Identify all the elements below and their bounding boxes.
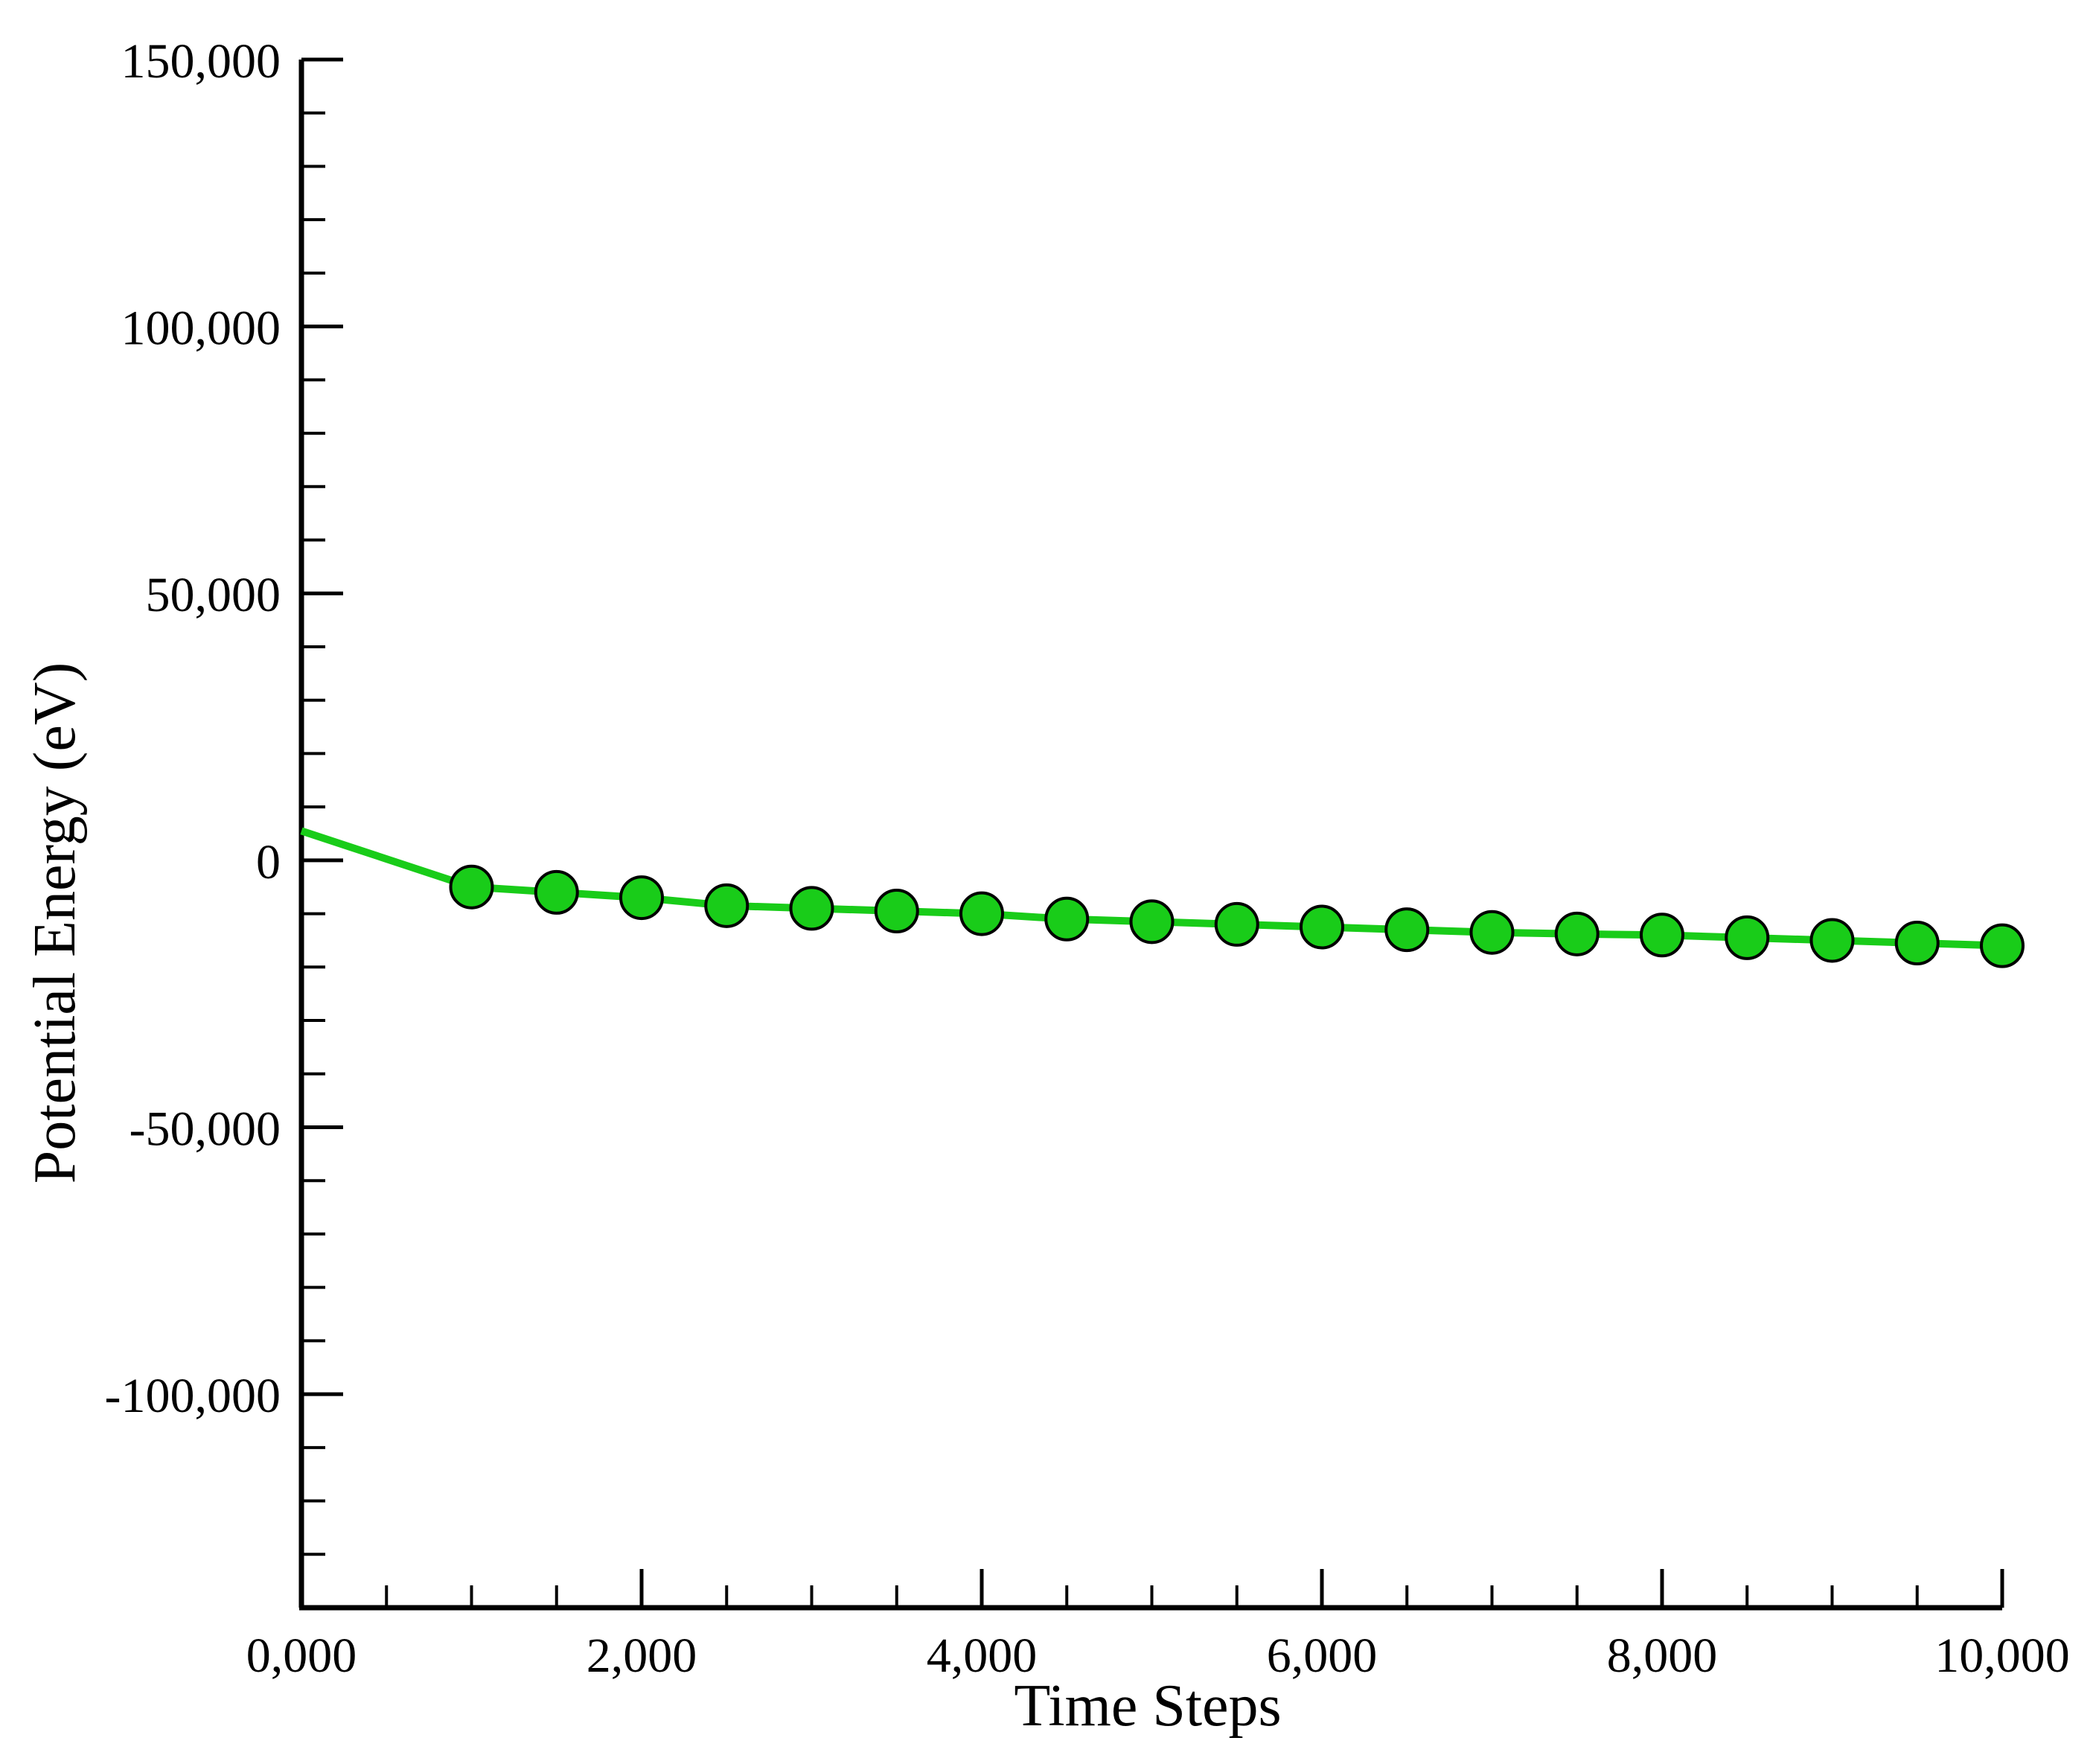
x-tick-label: 4,000 [927, 1629, 1038, 1683]
y-tick-label: 50,000 [146, 568, 281, 622]
data-point [1894, 921, 1940, 966]
x-tick-label: 2,000 [587, 1629, 697, 1683]
x-tick-label: 6,000 [1267, 1629, 1378, 1683]
y-tick-label: 150,000 [121, 34, 281, 89]
data-point [1640, 913, 1684, 958]
data-point [449, 864, 494, 910]
data-point [1214, 901, 1259, 947]
y-tick-label: -100,000 [105, 1369, 281, 1423]
data-point [1554, 911, 1600, 956]
data-point [1044, 896, 1090, 942]
data-point [1980, 923, 2025, 968]
x-tick-label: 8,000 [1607, 1629, 1718, 1683]
x-tick-label: 0,000 [246, 1629, 357, 1683]
data-point [1725, 915, 1770, 960]
data-point [1384, 907, 1430, 953]
y-tick-label: 0 [256, 835, 281, 889]
data-point [534, 869, 579, 915]
data-point [1300, 904, 1344, 950]
axes: 150,000 100,000 50,000 0 -50,000 -100,000 0,00… [105, 34, 2070, 1683]
data-point [874, 889, 919, 933]
data-point [1469, 910, 1515, 955]
y-axis-title: Potential Energy (eV) [22, 662, 88, 1184]
data-point [704, 883, 750, 928]
data-point [1129, 899, 1175, 945]
data-point [619, 875, 664, 921]
data-point [789, 886, 834, 931]
x-tick-label: 10,000 [1934, 1629, 2070, 1683]
series-layer [300, 827, 2025, 968]
x-axis-title: Time Steps [1014, 1673, 1281, 1739]
y-tick-label: 100,000 [121, 301, 281, 356]
data-point [1809, 918, 1855, 963]
data-point [959, 891, 1004, 936]
y-tick-label: -50,000 [130, 1102, 281, 1156]
